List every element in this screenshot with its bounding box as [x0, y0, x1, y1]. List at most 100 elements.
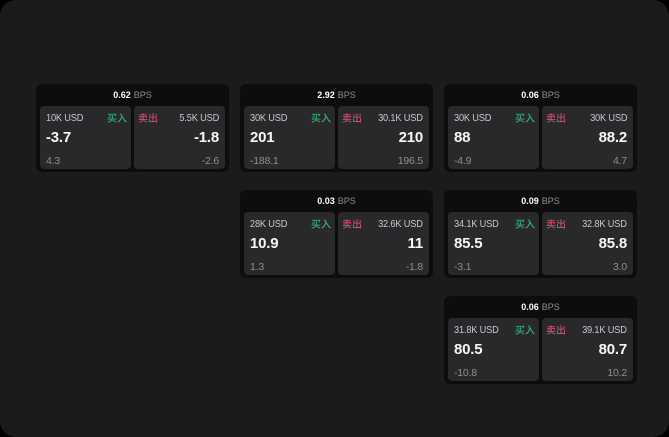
sell-amount: 32.8K USD — [582, 217, 627, 230]
bps-unit-label: BPS — [337, 196, 356, 206]
sell-tile-top-row: 32.8K USD — [546, 217, 627, 230]
bps-value: 0.06 — [521, 90, 539, 100]
sell-tile-top-row: 30.1K USD — [342, 111, 423, 124]
buy-amount: 28K USD — [250, 217, 288, 230]
sell-delta: -1.8 — [405, 261, 423, 273]
buy-amount: 30K USD — [250, 111, 288, 124]
buy-delta: -4.9 — [454, 155, 472, 167]
quote-tiles: 34.1K USD 85.5 -3.1 — [448, 212, 633, 275]
quote-card[interactable]: 0.62 BPS 10K USD -3.7 4.3 — [36, 84, 229, 172]
sell-tile-top-row: 39.1K USD — [546, 323, 627, 336]
quote-card[interactable]: 0.03 BPS 28K USD 10.9 1.3 — [240, 190, 433, 278]
sell-label-glyphs — [342, 113, 361, 123]
buy-label — [515, 112, 535, 123]
buy-delta: 1.3 — [250, 261, 264, 273]
sell-amount: 39.1K USD — [582, 323, 627, 336]
bps-unit-label: BPS — [541, 90, 560, 100]
sell-label — [546, 324, 566, 335]
cjk-label-svg — [515, 113, 535, 123]
sell-quote-tile[interactable]: 30.1K USD 210 196.5 — [338, 106, 429, 169]
cjk-label-svg — [311, 113, 331, 123]
card-header: 0.06 BPS — [448, 296, 633, 318]
bps-unit-label: BPS — [337, 90, 356, 100]
buy-tile-top-row: 28K USD — [250, 217, 331, 230]
quote-card[interactable]: 0.06 BPS 31.8K USD 80.5 -10.8 — [444, 296, 637, 384]
sell-label-glyphs — [546, 113, 565, 123]
sell-amount: 5.5K USD — [179, 111, 219, 124]
buy-quote-tile[interactable]: 31.8K USD 80.5 -10.8 — [448, 318, 539, 381]
quote-card[interactable]: 0.06 BPS 30K USD 88 -4.9 — [444, 84, 637, 172]
card-header: 0.62 BPS — [40, 84, 225, 106]
buy-label-glyphs — [515, 113, 535, 123]
cjk-label-svg — [546, 113, 565, 123]
buy-label-glyphs — [311, 219, 331, 229]
bps-unit-label: BPS — [541, 302, 560, 312]
sell-label — [342, 112, 362, 123]
card-header: 0.06 BPS — [448, 84, 633, 106]
buy-price: 85.5 — [454, 235, 483, 252]
sell-quote-tile[interactable]: 5.5K USD -1.8 -2.6 — [134, 106, 225, 169]
sell-label — [342, 218, 362, 229]
buy-tile-top-row: 31.8K USD — [454, 323, 535, 336]
buy-tile-top-row: 30K USD — [454, 111, 535, 124]
sell-label — [138, 112, 158, 123]
buy-quote-tile[interactable]: 28K USD 10.9 1.3 — [244, 212, 335, 275]
sell-tile-top-row: 30K USD — [546, 111, 627, 124]
buy-quote-tile[interactable]: 34.1K USD 85.5 -3.1 — [448, 212, 539, 275]
quote-card[interactable]: 0.09 BPS 34.1K USD 85.5 -3.1 — [444, 190, 637, 278]
bps-value: 2.92 — [317, 90, 335, 100]
cjk-label-svg — [515, 219, 535, 229]
buy-amount: 30K USD — [454, 111, 492, 124]
buy-label-glyphs — [515, 325, 535, 335]
cjk-label-svg — [342, 113, 361, 123]
quote-tiles: 28K USD 10.9 1.3 — [244, 212, 429, 275]
buy-quote-tile[interactable]: 10K USD -3.7 4.3 — [40, 106, 131, 169]
sell-quote-tile[interactable]: 30K USD 88.2 4.7 — [542, 106, 633, 169]
sell-label — [546, 112, 566, 123]
sell-price: -1.8 — [193, 129, 219, 146]
sell-quote-tile[interactable]: 32.8K USD 85.8 3.0 — [542, 212, 633, 275]
buy-price: 10.9 — [250, 235, 279, 252]
buy-tile-top-row: 30K USD — [250, 111, 331, 124]
bps-unit-label: BPS — [541, 196, 560, 206]
cjk-label-svg — [515, 325, 535, 335]
buy-price: 201 — [250, 129, 275, 146]
buy-label — [311, 218, 331, 229]
buy-label-glyphs — [107, 113, 127, 123]
sell-delta: 4.7 — [613, 155, 627, 167]
cjk-label-svg — [342, 219, 361, 229]
buy-label-glyphs — [515, 219, 535, 229]
buy-label-glyphs — [311, 113, 331, 123]
sell-amount: 30.1K USD — [378, 111, 423, 124]
bps-value: 0.03 — [317, 196, 335, 206]
card-header: 0.09 BPS — [448, 190, 633, 212]
cjk-label-svg — [107, 113, 127, 123]
sell-tile-top-row: 5.5K USD — [138, 111, 219, 124]
sell-price: 88.2 — [598, 129, 628, 146]
cjk-label-svg — [546, 325, 565, 335]
bps-value: 0.62 — [113, 90, 131, 100]
sell-quote-tile[interactable]: 32.6K USD 11 -1.8 — [338, 212, 429, 275]
sell-quote-tile[interactable]: 39.1K USD 80.7 10.2 — [542, 318, 633, 381]
quote-card[interactable]: 2.92 BPS 30K USD 201 -188.1 — [240, 84, 433, 172]
bps-value: 0.09 — [521, 196, 539, 206]
quote-tiles: 10K USD -3.7 4.3 — [40, 106, 225, 169]
buy-label — [515, 324, 535, 335]
buy-quote-tile[interactable]: 30K USD 201 -188.1 — [244, 106, 335, 169]
buy-delta: 4.3 — [46, 155, 60, 167]
buy-price: 80.5 — [454, 341, 483, 358]
sell-label-glyphs — [342, 219, 361, 229]
quote-tiles: 30K USD 88 -4.9 — [448, 106, 633, 169]
sell-price: 11 — [407, 235, 424, 252]
sell-delta: 196.5 — [397, 155, 423, 167]
bps-unit-label: BPS — [133, 90, 152, 100]
sell-delta: 10.2 — [607, 367, 627, 379]
sell-amount: 32.6K USD — [378, 217, 423, 230]
sell-tile-top-row: 32.6K USD — [342, 217, 423, 230]
sell-price: 210 — [398, 129, 424, 146]
sell-delta: -2.6 — [201, 155, 219, 167]
buy-amount: 34.1K USD — [454, 217, 499, 230]
cjk-label-svg — [138, 113, 157, 123]
bps-value: 0.06 — [521, 302, 539, 312]
buy-quote-tile[interactable]: 30K USD 88 -4.9 — [448, 106, 539, 169]
